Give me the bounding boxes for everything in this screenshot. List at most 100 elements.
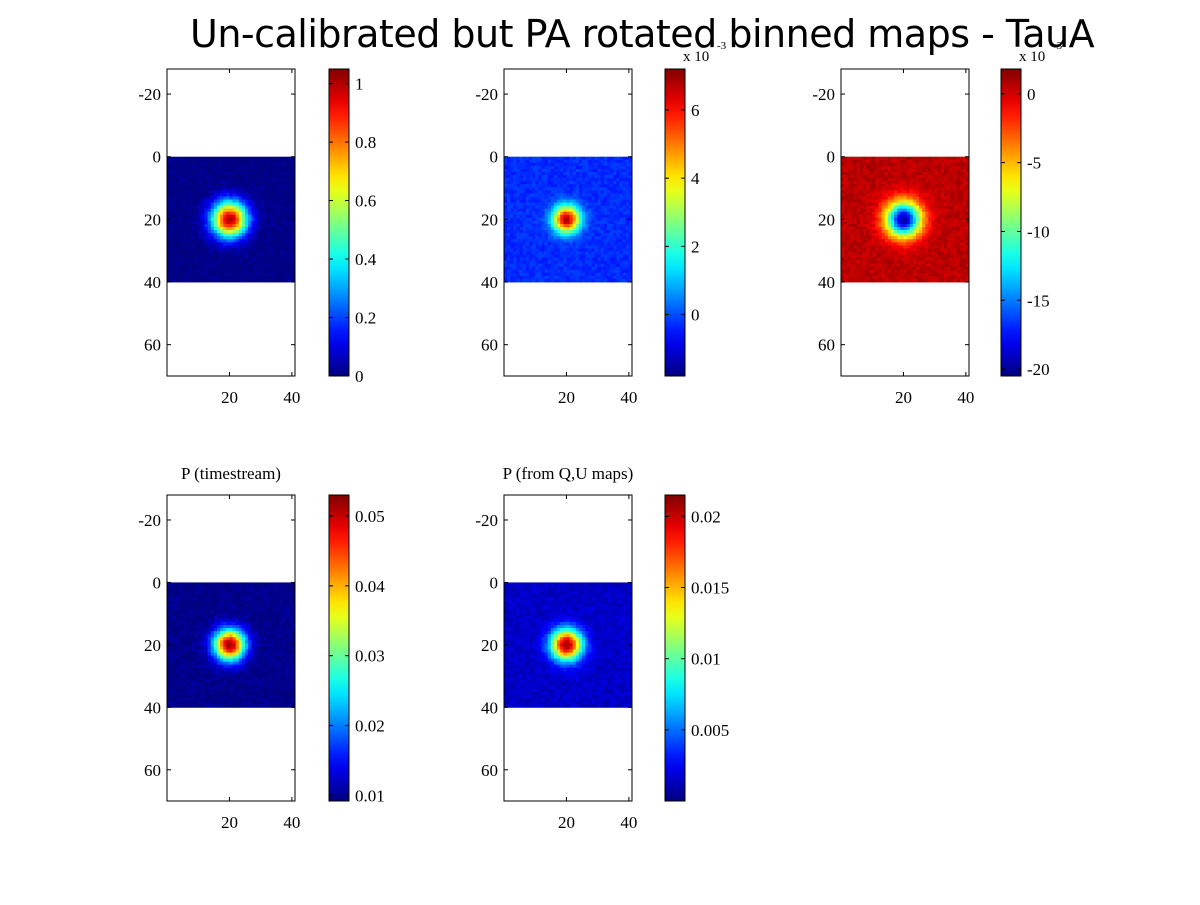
heatmap-cell [523, 270, 527, 273]
heatmap-cell [258, 261, 262, 264]
heatmap-cell [957, 230, 961, 233]
heatmap-cell [872, 206, 876, 209]
heatmap-cell [598, 169, 602, 172]
heatmap-cell [192, 267, 196, 270]
heatmap-cell [170, 236, 174, 239]
heatmap-cell [529, 193, 533, 196]
heatmap-cell [167, 261, 171, 264]
heatmap-cell [286, 245, 290, 248]
heatmap-cell [900, 157, 904, 160]
heatmap-cell [192, 251, 196, 254]
heatmap-cell [239, 224, 243, 227]
heatmap-cell [220, 212, 224, 215]
heatmap-cell [261, 160, 265, 163]
heatmap-cell [573, 203, 577, 206]
heatmap-cell [900, 206, 904, 209]
heatmap-cell [566, 209, 570, 212]
heatmap-cell [183, 187, 187, 190]
heatmap-cell [588, 166, 592, 169]
heatmap-cell [532, 193, 536, 196]
heatmap-cell [869, 209, 873, 212]
heatmap-cell [532, 212, 536, 215]
heatmap-cell [573, 163, 577, 166]
heatmap-cell [273, 190, 277, 193]
heatmap-cell [591, 239, 595, 242]
heatmap-cell [510, 181, 514, 184]
heatmap-cell [938, 270, 942, 273]
heatmap-cell [538, 209, 542, 212]
heatmap-cell [957, 245, 961, 248]
heatmap-cell [233, 224, 237, 227]
heatmap-cell [179, 270, 183, 273]
heatmap-cell [579, 264, 583, 267]
heatmap-cell [925, 258, 929, 261]
heatmap-image [167, 157, 295, 283]
heatmap-cell [900, 190, 904, 193]
heatmap-cell [932, 209, 936, 212]
heatmap-cell [844, 221, 848, 224]
heatmap-cell [928, 264, 932, 267]
heatmap-cell [208, 242, 212, 245]
heatmap-cell [907, 169, 911, 172]
heatmap-cell [903, 200, 907, 203]
heatmap-cell [526, 242, 530, 245]
heatmap-cell [853, 264, 857, 267]
heatmap-cell [248, 209, 252, 212]
heatmap-cell [882, 215, 886, 218]
heatmap-cell [591, 221, 595, 224]
heatmap-cell [903, 209, 907, 212]
heatmap-cell [523, 251, 527, 254]
heatmap-cell [189, 230, 193, 233]
heatmap-cell [613, 261, 617, 264]
heatmap-cell [573, 184, 577, 187]
heatmap-cell [935, 267, 939, 270]
heatmap-cell [261, 206, 265, 209]
heatmap-cell [176, 193, 180, 196]
heatmap-cell [179, 261, 183, 264]
heatmap-cell [513, 258, 517, 261]
heatmap-cell [551, 221, 555, 224]
heatmap-cell [563, 233, 567, 236]
heatmap-cell [607, 215, 611, 218]
heatmap-cell [869, 242, 873, 245]
heatmap-cell [863, 258, 867, 261]
heatmap-cell [872, 169, 876, 172]
heatmap-cell [595, 279, 599, 282]
heatmap-cell [595, 273, 599, 276]
heatmap-cell [507, 236, 511, 239]
heatmap-cell [925, 184, 929, 187]
heatmap-cell [226, 236, 230, 239]
heatmap-cell [950, 248, 954, 251]
heatmap-cell [563, 175, 567, 178]
heatmap-cell [286, 230, 290, 233]
heatmap-cell [261, 270, 265, 273]
heatmap-cell [907, 267, 911, 270]
heatmap-cell [960, 242, 964, 245]
heatmap-cell [616, 175, 620, 178]
heatmap-cell [922, 178, 926, 181]
heatmap-cell [925, 233, 929, 236]
heatmap-cell [270, 224, 274, 227]
heatmap-cell [885, 206, 889, 209]
heatmap-cell [928, 227, 932, 230]
heatmap-cell [198, 169, 202, 172]
heatmap-cell [535, 157, 539, 160]
heatmap-cell [279, 193, 283, 196]
heatmap-cell [176, 279, 180, 282]
heatmap-cell [526, 196, 530, 199]
heatmap-cell [844, 236, 848, 239]
heatmap-cell [610, 233, 614, 236]
heatmap-cell [192, 169, 196, 172]
heatmap-cell [860, 233, 864, 236]
heatmap-cell [217, 230, 221, 233]
heatmap-cell [850, 255, 854, 258]
heatmap-cell [857, 270, 861, 273]
heatmap-cell [195, 224, 199, 227]
heatmap-cell [242, 270, 246, 273]
heatmap-cell [560, 255, 564, 258]
heatmap-cell [616, 224, 620, 227]
heatmap-cell [875, 230, 879, 233]
heatmap-cell [198, 157, 202, 160]
heatmap-cell [878, 178, 882, 181]
heatmap-cell [928, 261, 932, 264]
